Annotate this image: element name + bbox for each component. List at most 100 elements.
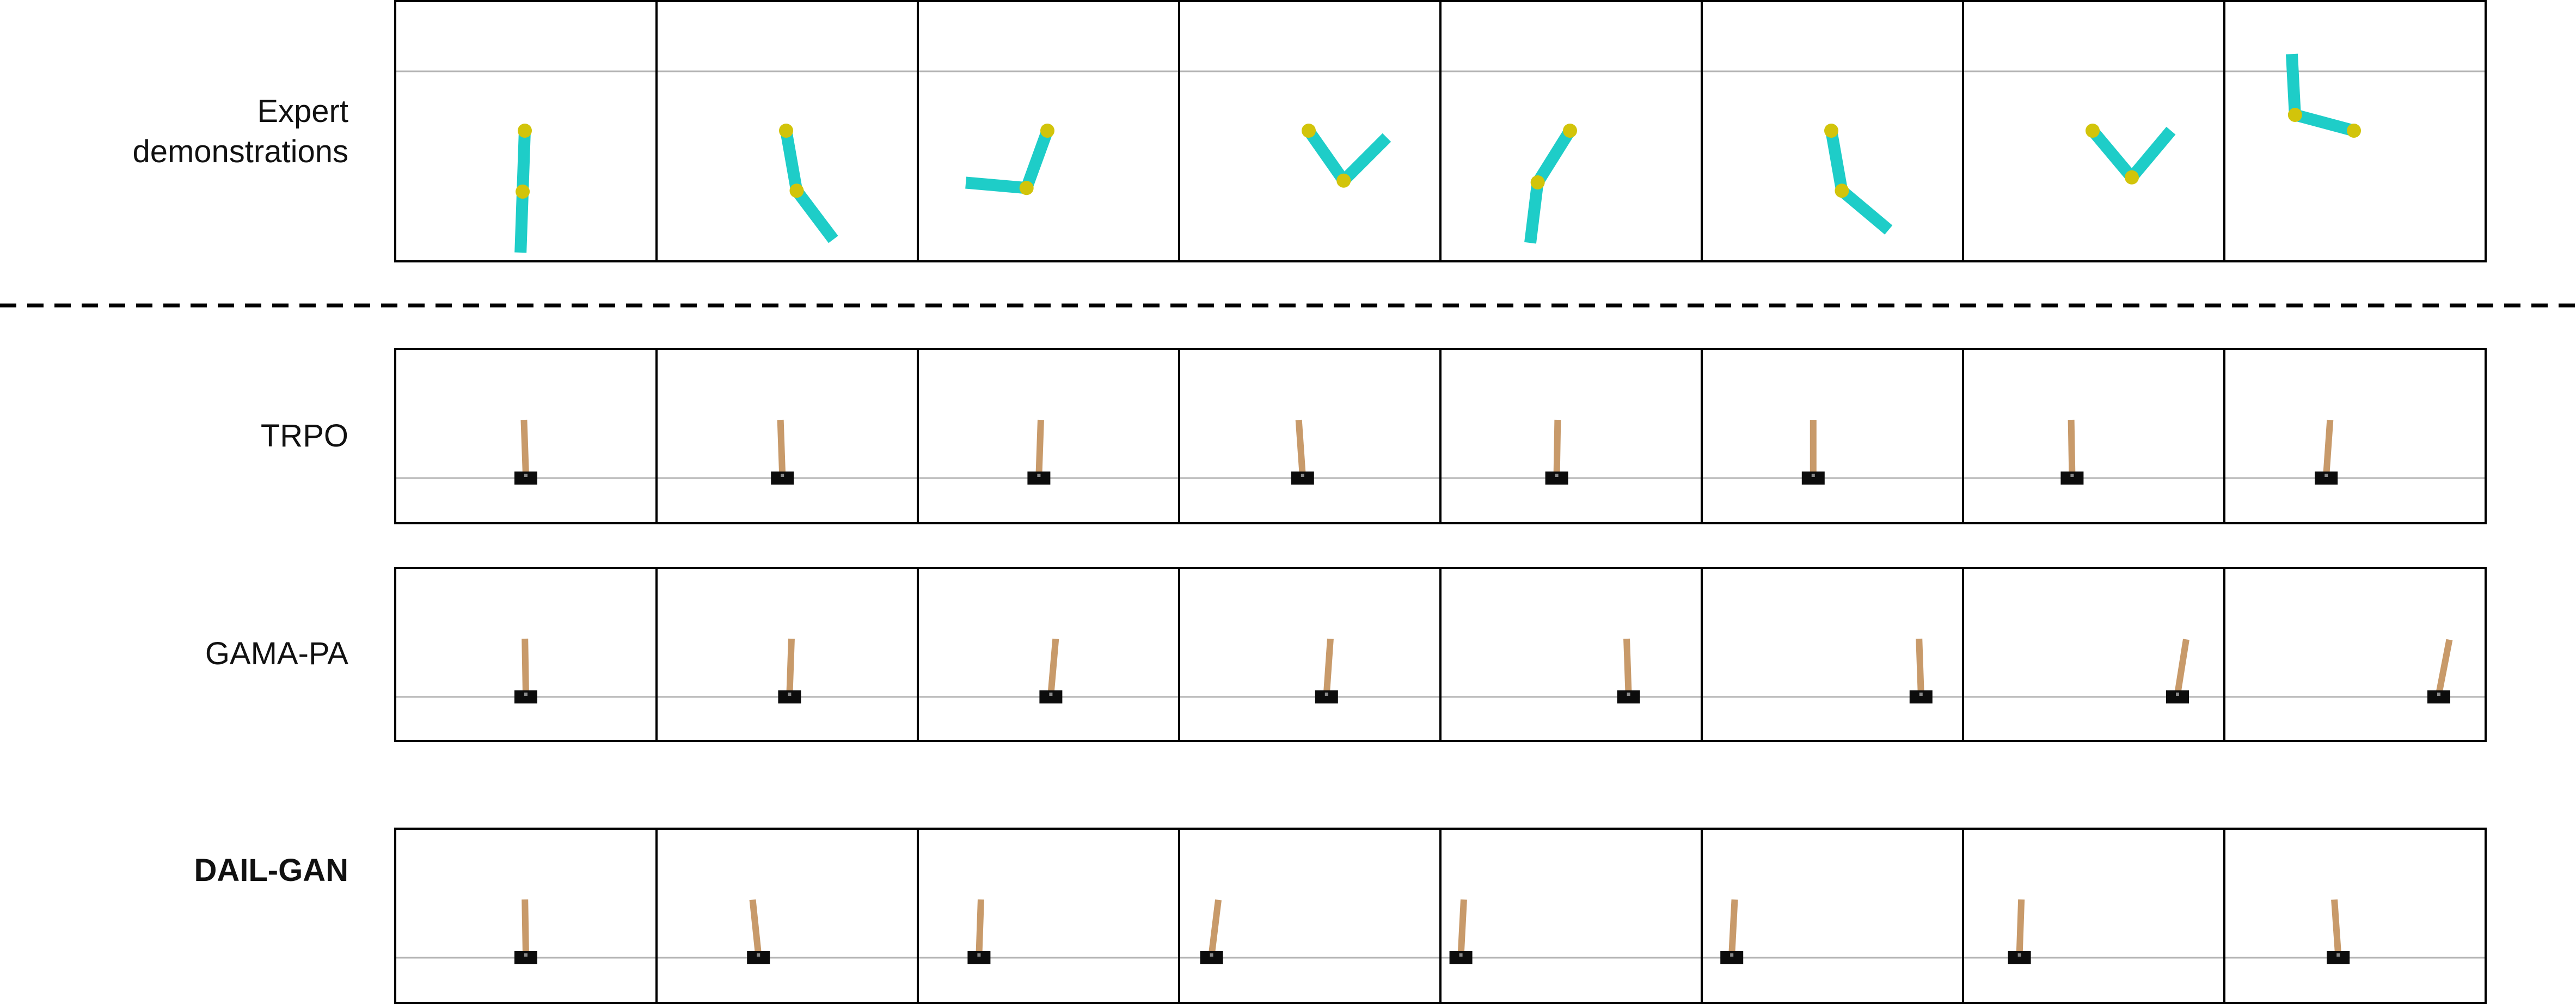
- pole: [2323, 419, 2334, 476]
- cart-axle: [1627, 693, 1630, 696]
- row-3: [394, 828, 2487, 1004]
- reacher-base-joint: [1563, 124, 1577, 138]
- panel-frame: [655, 567, 919, 742]
- cart-axle: [1301, 474, 1304, 477]
- panel-border: [1701, 567, 1964, 742]
- panel-border: [2223, 828, 2487, 1004]
- panel-border: [1439, 567, 1703, 742]
- panel-border: [917, 348, 1180, 524]
- panel-frame: [1439, 828, 1703, 1004]
- reacher-elbow-joint: [516, 184, 530, 199]
- panel-frame: [394, 828, 658, 1004]
- reacher-upper-link: [1021, 128, 1053, 191]
- cart: [1039, 690, 1063, 703]
- pole: [1728, 899, 1738, 956]
- pole: [1047, 638, 1059, 695]
- reacher-upper-link: [517, 130, 531, 192]
- reacher-lower-link: [2285, 53, 2301, 115]
- cart-axle: [2070, 474, 2074, 477]
- panel-frame: [1439, 348, 1703, 524]
- cart-axle: [1919, 693, 1923, 696]
- reacher-lower-link: [1339, 133, 1391, 185]
- panel-frame: [1962, 828, 2225, 1004]
- cart: [514, 951, 537, 964]
- panel-frame: [2223, 828, 2487, 1004]
- panel-border: [917, 828, 1180, 1004]
- reacher-base-joint: [1302, 124, 1316, 138]
- reacher-base-joint: [518, 124, 532, 138]
- cart-axle: [2324, 474, 2328, 477]
- cart: [2315, 472, 2338, 485]
- panel-frame: [1701, 567, 1964, 742]
- panel-border: [2223, 567, 2487, 742]
- cart: [514, 472, 537, 485]
- panel-frame: [1178, 567, 1442, 742]
- cart: [2327, 951, 2350, 964]
- cart: [771, 472, 794, 485]
- panel-border: [1701, 828, 1964, 1004]
- cart: [747, 951, 770, 964]
- pole: [520, 419, 529, 476]
- pole: [1035, 419, 1044, 476]
- reacher-upper-link: [2293, 109, 2356, 137]
- cart-axle: [2437, 693, 2440, 696]
- panel-frame: [394, 348, 658, 524]
- pole: [522, 638, 529, 695]
- panel-frame: [1701, 828, 1964, 1004]
- cart-axle: [1049, 693, 1053, 696]
- cart: [778, 690, 801, 703]
- pole: [777, 419, 786, 476]
- cart-axle: [524, 474, 528, 477]
- reacher-elbow-joint: [2287, 108, 2302, 123]
- panel-frame: [1962, 0, 2225, 262]
- row-2: [394, 567, 2487, 742]
- reacher-elbow-joint: [1336, 173, 1351, 188]
- cart: [1449, 951, 1473, 964]
- cart: [1545, 472, 1568, 485]
- panel-frame: [1439, 567, 1703, 742]
- row-label: GAMA-PA: [205, 636, 348, 671]
- panel-border: [1962, 828, 2225, 1004]
- cart-axle: [524, 693, 528, 696]
- reacher-base-joint: [2347, 124, 2361, 138]
- reacher-lower-link: [2127, 126, 2176, 181]
- reacher-lower-link: [514, 191, 529, 253]
- pole: [2174, 639, 2189, 695]
- cart-axle: [1037, 474, 1041, 477]
- panel-border: [917, 567, 1180, 742]
- panel-frame: [917, 567, 1180, 742]
- cart-axle: [1324, 693, 1328, 696]
- panel-frame: [1178, 828, 1442, 1004]
- cart: [1617, 690, 1640, 703]
- cart: [1720, 951, 1744, 964]
- panel-frame: [655, 828, 919, 1004]
- pole: [522, 899, 529, 956]
- cart: [1315, 690, 1338, 703]
- pole: [1916, 638, 1924, 695]
- reacher-elbow-joint: [1530, 175, 1545, 189]
- cart-axle: [1811, 474, 1815, 477]
- pole: [1295, 419, 1306, 476]
- reacher-elbow-joint: [1835, 183, 1849, 198]
- panel-frame: [917, 348, 1180, 524]
- pole: [976, 899, 984, 956]
- cart: [2166, 690, 2189, 703]
- panel-frame: [917, 0, 1180, 262]
- reacher-upper-link: [2088, 126, 2137, 181]
- panel-frame: [1178, 0, 1442, 262]
- cart: [2008, 951, 2031, 964]
- panel-frame: [1701, 348, 1964, 524]
- panel-border: [1439, 348, 1703, 524]
- cart-axle: [781, 474, 784, 477]
- reacher-lower-link: [1838, 186, 1893, 235]
- row-label: TRPO: [260, 418, 348, 454]
- panel-frame: [655, 348, 919, 524]
- reacher-lower-link: [1524, 181, 1544, 244]
- pole: [1623, 638, 1632, 695]
- panel-border: [1439, 828, 1703, 1004]
- panel-frame: [2223, 0, 2487, 262]
- pole: [786, 638, 795, 695]
- panel-frame: [2223, 348, 2487, 524]
- reacher-base-joint: [1824, 124, 1838, 138]
